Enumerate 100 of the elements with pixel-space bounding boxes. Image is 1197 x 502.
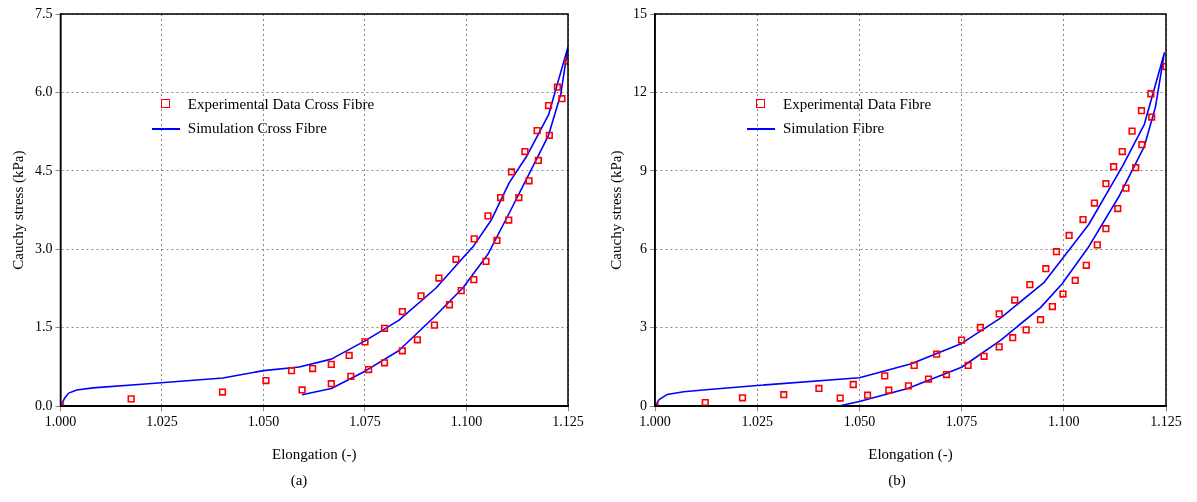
- point: [521, 147, 529, 156]
- x-tick-label: 1.100: [450, 414, 483, 430]
- x-tick-label: 1.025: [146, 414, 178, 430]
- y-tick-label: 3: [640, 319, 647, 335]
- point: [345, 351, 353, 360]
- point: [1090, 199, 1099, 207]
- point: [298, 386, 306, 394]
- point: [430, 321, 439, 329]
- point: [1093, 241, 1101, 249]
- point: [505, 216, 513, 224]
- point: [964, 361, 972, 370]
- point: [452, 255, 460, 263]
- x-tick-label: 1.000: [639, 414, 671, 430]
- point: [1036, 316, 1045, 324]
- point: [995, 310, 1003, 318]
- point: [380, 324, 389, 332]
- point: [1132, 164, 1140, 172]
- point: [924, 375, 933, 383]
- point: [553, 83, 562, 91]
- point: [544, 101, 553, 110]
- point: [1110, 163, 1118, 171]
- y-tick-label: 1.5: [35, 319, 53, 335]
- legend-label: Simulation Fibre: [782, 119, 885, 138]
- point: [976, 323, 985, 332]
- y-tick-label: 3.0: [35, 240, 53, 256]
- point: [863, 391, 872, 399]
- point: [496, 193, 505, 202]
- point: [1052, 248, 1061, 256]
- point: [1022, 326, 1030, 334]
- point: [1102, 180, 1110, 188]
- text: (b): [887, 472, 907, 489]
- point: [1079, 215, 1087, 224]
- point: [287, 367, 296, 375]
- point: [1026, 280, 1034, 289]
- point: [980, 352, 988, 360]
- point: [885, 386, 893, 394]
- x-tick-label: 1.075: [349, 414, 381, 430]
- y-tick-label: 7.5: [35, 5, 53, 21]
- y-tick-label: 9: [640, 162, 647, 178]
- point: [849, 380, 857, 389]
- x-axis-title: Elongation (-): [271, 445, 357, 463]
- point: [1147, 90, 1155, 98]
- point: [1082, 261, 1090, 269]
- point: [534, 156, 542, 165]
- point: [417, 292, 425, 300]
- legend-label: Experimental Data Cross Fibre: [187, 95, 375, 114]
- x-tick-label: 1.050: [247, 414, 280, 430]
- y-tick-label: 4.5: [35, 162, 53, 178]
- point: [457, 287, 465, 295]
- point: [1059, 290, 1067, 298]
- point: [881, 372, 889, 380]
- y-tick-label: 12: [633, 84, 647, 100]
- point: [262, 376, 270, 385]
- point: [815, 384, 823, 393]
- point: [493, 236, 501, 245]
- point: [957, 336, 966, 344]
- point: [327, 380, 335, 388]
- point: [1048, 302, 1056, 311]
- point: [1011, 296, 1019, 304]
- point: [910, 361, 918, 370]
- point: [995, 343, 1003, 351]
- point: [484, 212, 492, 220]
- x-tick-label: 1.100: [1048, 414, 1080, 430]
- x-tick-label: 1.125: [552, 414, 584, 430]
- point: [1148, 113, 1156, 121]
- y-tick-label: 6: [640, 240, 647, 256]
- point: [1118, 147, 1126, 156]
- y-tick-label: 6.0: [35, 84, 53, 100]
- y-axis-title: Cauchy stress (kPa): [607, 150, 625, 270]
- y-tick-label: 0.0: [35, 397, 53, 413]
- x-axis-title: Elongation (-): [868, 445, 953, 463]
- y-tick-label: 0: [640, 397, 647, 413]
- point: [515, 193, 523, 202]
- point: [525, 177, 533, 185]
- point: [1071, 276, 1079, 285]
- point: [1102, 225, 1110, 233]
- point: [398, 307, 406, 316]
- y-axis-title: Cauchy stress (kPa): [9, 150, 27, 270]
- point: [507, 168, 516, 176]
- x-tick-label: 1.075: [945, 414, 978, 430]
- point: [701, 398, 709, 407]
- point: [309, 364, 317, 373]
- y-tick-label: 15: [633, 5, 647, 21]
- point: [445, 301, 454, 309]
- point: [1042, 265, 1050, 273]
- point: [218, 388, 227, 396]
- legend-label: Simulation Cross Fibre: [187, 119, 328, 138]
- x-tick-label: 1.050: [843, 414, 876, 430]
- point: [836, 394, 844, 402]
- point: [558, 95, 566, 103]
- point: [361, 338, 369, 346]
- point: [533, 126, 541, 135]
- point: [365, 365, 373, 374]
- point: [398, 347, 406, 355]
- point: [1122, 184, 1130, 192]
- x-tick-label: 1.025: [741, 414, 773, 430]
- point: [1128, 127, 1136, 135]
- x-tick-label: 1.000: [44, 414, 77, 430]
- legend-label: Experimental Data Fibre: [782, 95, 932, 114]
- point: [413, 336, 421, 344]
